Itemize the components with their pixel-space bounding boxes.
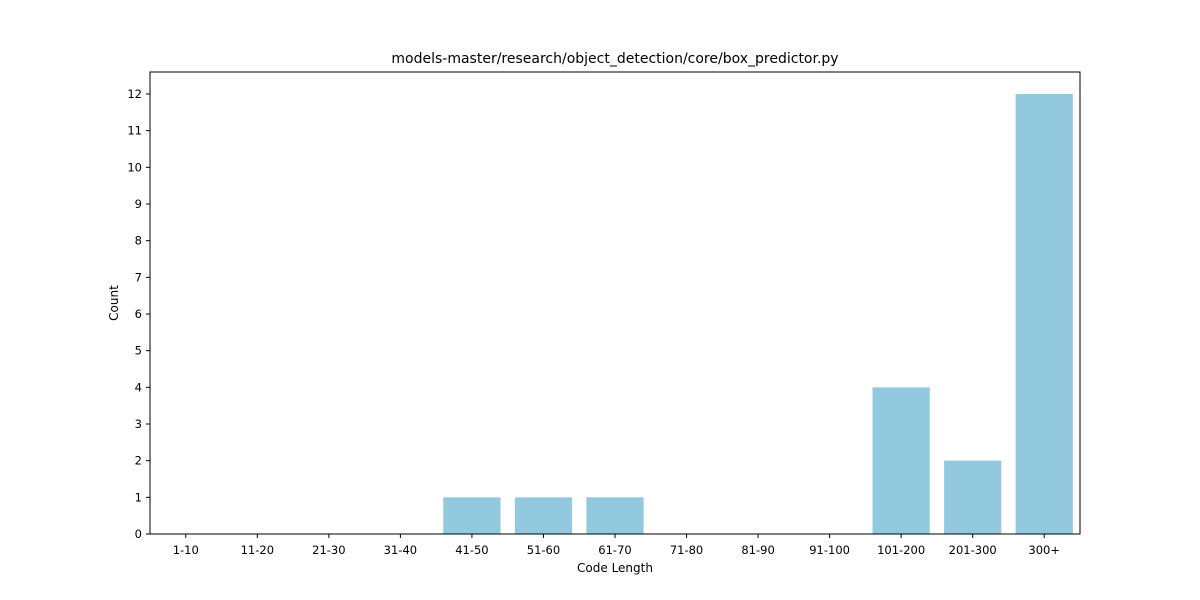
x-tick-label: 300+ [1028,543,1060,557]
x-tick-label: 1-10 [173,543,199,557]
y-tick-label: 3 [135,417,142,431]
y-tick-label: 11 [127,124,142,138]
x-tick-label: 51-60 [527,543,560,557]
x-tick-label: 61-70 [598,543,631,557]
bar-41-50 [443,497,501,534]
x-axis-label: Code Length [577,561,653,575]
y-axis-label: Count [107,285,121,321]
x-tick-label: 81-90 [741,543,774,557]
x-tick-label: 91-100 [809,543,850,557]
y-tick-label: 10 [127,160,142,174]
y-tick-label: 1 [135,490,142,504]
y-tick-label: 8 [135,234,142,248]
x-tick-label: 71-80 [670,543,703,557]
y-tick-label: 12 [127,87,142,101]
bar-61-70 [586,497,644,534]
y-tick-label: 0 [135,527,142,541]
bar-101-200 [872,387,930,534]
y-tick-label: 9 [135,197,142,211]
y-tick-label: 6 [135,307,142,321]
x-tick-label: 31-40 [384,543,417,557]
x-tick-label: 101-200 [877,543,925,557]
x-tick-label: 201-300 [949,543,997,557]
x-axis-ticks: 1-10 11-20 21-30 31-40 41-50 51-60 61-70 71-80 8… [173,534,1060,557]
bar-51-60 [514,497,573,534]
y-tick-label: 5 [135,344,142,358]
bars-group [443,94,1073,534]
x-tick-label: 41-50 [455,543,488,557]
plot-frame [149,71,1081,535]
y-tick-label: 4 [135,380,142,394]
bar-201-300 [944,460,1002,534]
bar-300+ [1015,94,1073,534]
y-tick-label: 7 [135,270,142,284]
chart-title: models-master/research/object_detection/… [391,51,838,67]
x-tick-label: 21-30 [312,543,345,557]
y-tick-label: 2 [135,454,142,468]
x-tick-label: 11-20 [241,543,274,557]
